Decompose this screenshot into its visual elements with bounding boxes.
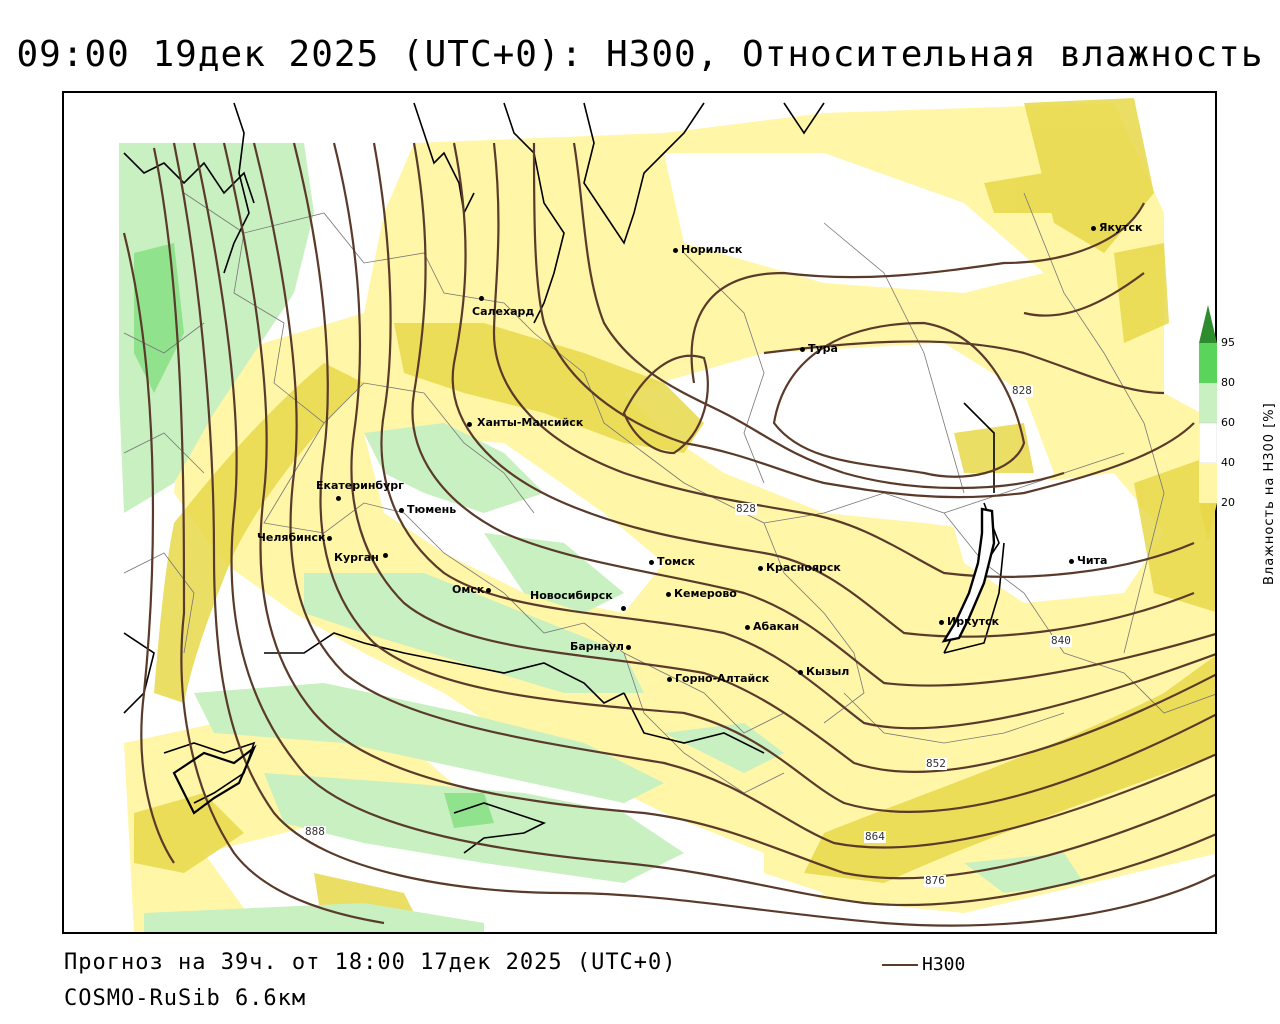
legend-label: H300 — [922, 954, 966, 975]
contour-label: 828 — [1011, 384, 1033, 397]
contour-label: 852 — [925, 757, 947, 770]
city-abakan: Абакан — [745, 620, 799, 633]
city-label: Красноярск — [766, 561, 841, 574]
city-label: Норильск — [681, 243, 743, 256]
city-label: Абакан — [753, 620, 800, 633]
city-kurgan: Курган — [334, 551, 379, 564]
h300-contours — [122, 142, 1215, 927]
dry-fill — [204, 153, 1164, 932]
city-barnaul: Барнаул — [570, 640, 634, 653]
colorbar-tick-80: 80 — [1221, 376, 1235, 389]
colorbar-tick-40: 40 — [1221, 456, 1235, 469]
city-label: Барнаул — [570, 640, 624, 653]
city-tura: Тура — [800, 342, 838, 355]
city-ekaterinburg-dot — [336, 491, 344, 504]
city-novosibirsk: Новосибирск — [530, 589, 613, 602]
city-label: Кемерово — [674, 587, 737, 600]
city-salekhard-label: Салехард — [472, 305, 535, 318]
contour-label: 840 — [1050, 634, 1072, 647]
contour-legend: H300 — [882, 954, 965, 975]
city-label: Челябинск — [257, 531, 326, 544]
city-label: Якутск — [1099, 221, 1143, 234]
contour-label: 888 — [304, 825, 326, 838]
city-tyumen: Тюмень — [399, 503, 456, 516]
model-info: COSMO-RuSib 6.6км — [64, 986, 307, 1011]
map-canvas — [119, 98, 1215, 932]
city-label: Кызыл — [806, 665, 850, 678]
city-novosibirsk-dot — [621, 601, 629, 614]
contour-label: 876 — [924, 874, 946, 887]
city-label: Тура — [808, 342, 838, 355]
city-norilsk: Норильск — [673, 243, 742, 256]
city-khanty-mansiysk — [467, 417, 475, 430]
lake-outline — [172, 744, 257, 815]
colorbar-60-80 — [1199, 383, 1217, 423]
contour-label: 828 — [735, 502, 757, 515]
colorbar-below-20 — [1199, 503, 1217, 541]
colorbar-40-60 — [1199, 422, 1217, 464]
city-label: Иркутск — [947, 615, 1000, 628]
city-irkutsk: Иркутск — [939, 615, 999, 628]
legend-line-swatch — [882, 964, 918, 966]
city-label: Омск — [452, 583, 485, 596]
city-label: Курган — [334, 551, 379, 564]
city-label: Тюмень — [407, 503, 457, 516]
city-ekaterinburg: Екатеринбург — [316, 479, 404, 492]
colorbar-95-up — [1199, 305, 1217, 343]
city-khanty-mansiysk-label: Ханты-Мансийск — [477, 416, 584, 429]
city-krasnoyarsk: Красноярск — [758, 561, 841, 574]
colorbar-tick-95: 95 — [1221, 336, 1235, 349]
colorbar-tick-60: 60 — [1221, 416, 1235, 429]
city-label: Томск — [657, 555, 696, 568]
city-omsk: Омск — [452, 583, 494, 596]
city-kurgan-dot — [383, 548, 391, 561]
city-chelyabinsk: Челябинск — [257, 531, 335, 544]
humidity-colorbar — [1199, 305, 1217, 541]
colorbar-20-40 — [1199, 463, 1217, 503]
city-label: Новосибирск — [530, 589, 613, 602]
weather-map[interactable]: Норильск Якутск Салехард Тура Ханты-Манс… — [62, 91, 1217, 934]
city-kemerovo: Кемерово — [666, 587, 737, 600]
city-salekhard — [479, 291, 487, 304]
city-label: Горно-Алтайск — [675, 672, 770, 685]
colorbar-title: Влажность на H300 [%] — [1262, 402, 1277, 585]
city-gorno-altaysk: Горно-Алтайск — [667, 672, 769, 685]
map-title: 09:00 19дек 2025 (UTC+0): H300, Относите… — [16, 34, 1264, 75]
city-yakutsk: Якутск — [1091, 221, 1142, 234]
colorbar-tick-20: 20 — [1221, 496, 1235, 509]
moist-fill-strong — [134, 243, 494, 828]
contour-label: 864 — [864, 830, 886, 843]
city-label: Чита — [1077, 554, 1108, 567]
lake-baikal — [941, 507, 996, 643]
city-tomsk: Томск — [649, 555, 695, 568]
forecast-info: Прогноз на 39ч. от 18:00 17дек 2025 (UTC… — [64, 950, 677, 975]
city-chita: Чита — [1069, 554, 1107, 567]
city-kyzyl: Кызыл — [798, 665, 849, 678]
colorbar-80-95 — [1199, 343, 1217, 383]
